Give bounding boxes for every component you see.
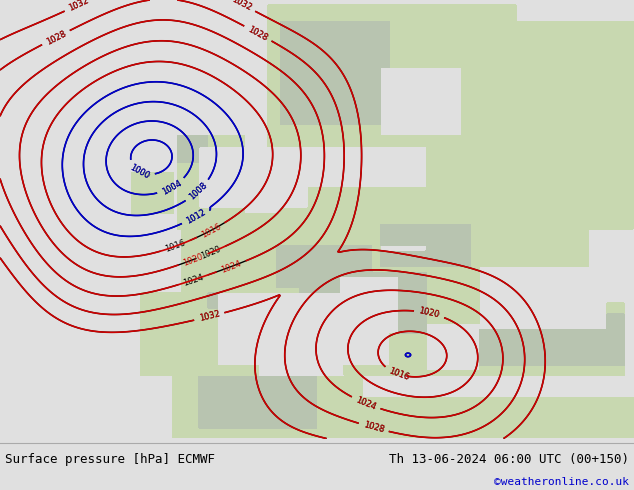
Text: 1028: 1028 (44, 29, 67, 47)
Text: Th 13-06-2024 06:00 UTC (00+150): Th 13-06-2024 06:00 UTC (00+150) (389, 453, 629, 466)
Text: 1032: 1032 (198, 310, 221, 323)
Text: 1028: 1028 (362, 420, 385, 435)
Text: 1000: 1000 (129, 163, 151, 181)
Text: 1016: 1016 (387, 367, 410, 382)
Text: 1032: 1032 (67, 0, 90, 13)
Text: 1032: 1032 (198, 310, 221, 323)
Text: 1020: 1020 (182, 252, 205, 268)
Text: 1028: 1028 (247, 24, 269, 43)
Text: 1004: 1004 (160, 178, 183, 196)
Text: 1020: 1020 (418, 307, 441, 320)
Text: 1028: 1028 (247, 24, 269, 43)
Text: 1032: 1032 (230, 0, 253, 13)
Text: 1012: 1012 (184, 207, 207, 225)
Text: Surface pressure [hPa] ECMWF: Surface pressure [hPa] ECMWF (5, 453, 215, 466)
Text: 1020: 1020 (418, 307, 441, 320)
Text: 1016: 1016 (164, 238, 187, 254)
Text: 1028: 1028 (362, 420, 385, 435)
Text: 1020: 1020 (200, 244, 223, 261)
Text: 1024: 1024 (354, 395, 377, 412)
Text: 1032: 1032 (67, 0, 90, 13)
Text: 1032: 1032 (230, 0, 253, 13)
Text: ©weatheronline.co.uk: ©weatheronline.co.uk (494, 477, 629, 488)
Text: 1028: 1028 (44, 29, 67, 47)
Text: 1024: 1024 (354, 395, 377, 412)
Text: 1000: 1000 (129, 163, 151, 181)
Text: 1008: 1008 (187, 181, 209, 202)
Text: 1004: 1004 (160, 178, 183, 196)
Text: 1024: 1024 (220, 259, 243, 274)
Text: 1012: 1012 (184, 207, 207, 225)
Text: 1016: 1016 (200, 221, 223, 239)
Text: 1016: 1016 (387, 367, 410, 382)
Text: 1008: 1008 (187, 181, 209, 202)
Text: 1024: 1024 (182, 272, 205, 288)
